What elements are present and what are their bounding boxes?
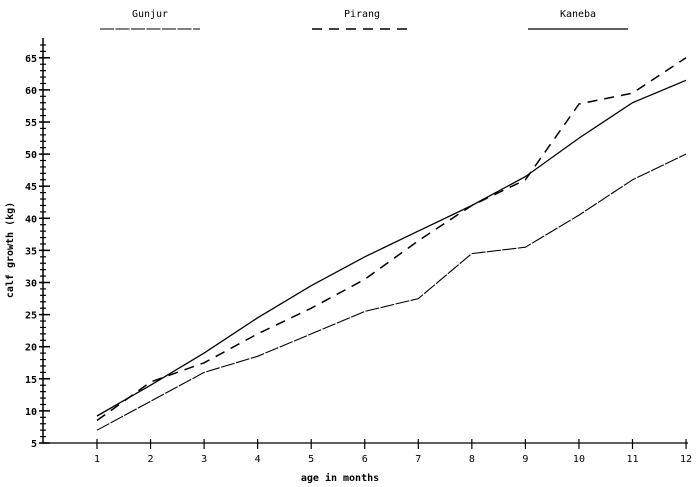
legend: Gunjur Pirang Kaneba (100, 9, 628, 30)
x-tick-label: 9 (522, 454, 528, 465)
x-tick-label: 12 (680, 454, 692, 465)
y-tick-label: 10 (25, 407, 37, 418)
x-tick-label: 2 (148, 454, 154, 465)
legend-label-gunjur: Gunjur (132, 9, 168, 20)
series-line-pirang (96, 57, 687, 422)
x-tick-label: 8 (469, 454, 475, 465)
y-tick-label: 55 (25, 118, 37, 129)
legend-label-pirang: Pirang (344, 9, 380, 20)
series-group (96, 57, 687, 431)
y-tick-label: 15 (25, 375, 37, 386)
x-tick-label: 10 (573, 454, 585, 465)
legend-label-kaneba: Kaneba (560, 9, 596, 20)
x-tick-label: 1 (94, 454, 100, 465)
y-tick-label: 60 (25, 86, 37, 97)
y-tick-label: 65 (25, 54, 37, 65)
x-tick-label: 11 (626, 454, 638, 465)
series-line-kaneba (96, 79, 687, 417)
y-tick-label: 25 (25, 311, 37, 322)
y-axis-label: calf growth (kg) (5, 202, 16, 298)
y-tick-label: 5 (31, 439, 37, 450)
x-tick-label: 5 (308, 454, 314, 465)
y-tick-label: 45 (25, 182, 37, 193)
x-axis-label: age in months (301, 472, 379, 484)
x-tick-label: 3 (201, 454, 207, 465)
y-tick-label: 20 (25, 343, 37, 354)
series-line-gunjur (96, 153, 687, 431)
y-tick-label: 50 (25, 150, 37, 161)
y-tick-label: 30 (25, 279, 37, 290)
x-tick-label: 7 (415, 454, 421, 465)
x-tick-label: 4 (255, 454, 261, 465)
y-tick-label: 40 (25, 214, 37, 225)
y-tick-label: 35 (25, 246, 37, 257)
x-tick-label: 6 (362, 454, 368, 465)
